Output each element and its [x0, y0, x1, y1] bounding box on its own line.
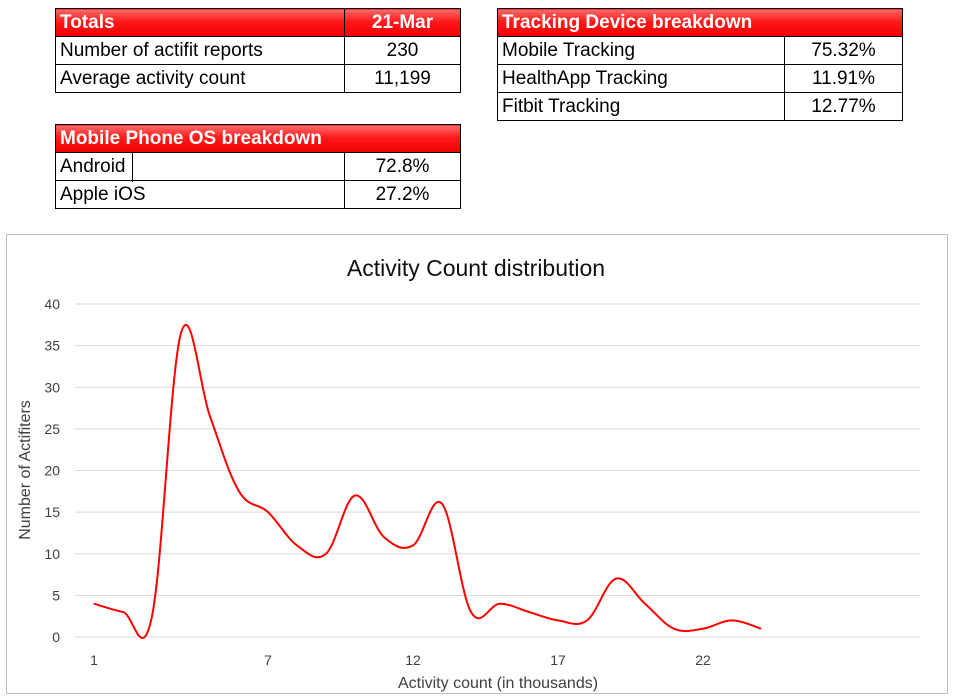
data-point: [528, 611, 530, 613]
table-row: Apple iOS 27.2%: [55, 180, 461, 209]
y-tick-label: 30: [44, 379, 60, 395]
table-row: Fitbit Tracking 12.77%: [497, 92, 903, 121]
data-point: [209, 415, 211, 417]
os-value: 27.2%: [344, 180, 461, 209]
totals-header: Totals: [55, 8, 345, 37]
tracking-table: Tracking Device breakdown Mobile Trackin…: [497, 8, 903, 121]
tracking-label: Fitbit Tracking: [497, 92, 785, 121]
table-row: Android 72.8%: [55, 152, 461, 181]
data-point: [412, 544, 414, 547]
y-tick-label: 25: [44, 421, 60, 437]
chart-frame: [6, 234, 948, 694]
y-tick-label: 35: [44, 338, 60, 354]
data-point: [731, 619, 733, 621]
totals-label: Average activity count: [55, 64, 345, 93]
data-point: [499, 603, 501, 605]
y-tick-label: 15: [44, 504, 60, 520]
y-axis-label: Number of Actifiters: [17, 400, 34, 540]
data-point: [470, 611, 472, 613]
y-tick-label: 0: [52, 629, 60, 645]
tracking-value: 75.32%: [784, 36, 903, 65]
y-tick-label: 10: [44, 546, 60, 562]
data-point: [267, 511, 269, 513]
table-row: HealthApp Tracking 11.91%: [497, 64, 903, 93]
x-tick-label: 12: [405, 652, 421, 668]
table-row: Mobile Tracking 75.32%: [497, 36, 903, 65]
data-point: [151, 615, 153, 617]
tracking-value: 12.77%: [784, 92, 903, 121]
os-header: Mobile Phone OS breakdown: [55, 124, 461, 153]
y-tick-label: 40: [44, 296, 60, 312]
tracking-label: HealthApp Tracking: [497, 64, 785, 93]
data-point: [122, 611, 124, 613]
os-label: Android: [55, 152, 345, 181]
os-label: Apple iOS: [55, 180, 345, 209]
data-point: [296, 544, 298, 547]
data-point: [354, 494, 356, 497]
x-tick-label: 17: [550, 652, 566, 668]
tracking-header: Tracking Device breakdown: [497, 8, 903, 37]
data-point: [644, 603, 646, 605]
x-tick-label: 1: [90, 652, 98, 668]
data-point: [93, 603, 95, 605]
os-table: Mobile Phone OS breakdown Android 72.8% …: [55, 124, 461, 209]
x-axis-label: Activity count (in thousands): [398, 675, 598, 692]
x-tick-label: 22: [695, 652, 711, 668]
data-point: [441, 503, 443, 505]
data-point: [702, 628, 704, 630]
tracking-value: 11.91%: [784, 64, 903, 93]
cell-divider: [132, 153, 133, 182]
totals-value: 11,199: [344, 64, 461, 93]
data-point: [760, 628, 762, 630]
totals-label: Number of actifit reports: [55, 36, 345, 65]
totals-value: 230: [344, 36, 461, 65]
chart-title: Activity Count distribution: [347, 255, 605, 281]
totals-table: Totals 21-Mar Number of actifit reports …: [55, 8, 461, 93]
data-point: [586, 619, 588, 621]
data-point: [383, 536, 385, 538]
x-tick-label: 7: [264, 652, 272, 668]
tracking-label: Mobile Tracking: [497, 36, 785, 65]
series-line: [93, 323, 762, 639]
totals-date: 21-Mar: [344, 8, 461, 37]
data-point: [557, 619, 559, 621]
y-tick-label: 5: [52, 587, 60, 603]
data-point: [615, 578, 617, 580]
data-point: [325, 553, 327, 555]
table-row: Average activity count 11,199: [55, 64, 461, 93]
table-row: Number of actifit reports 230: [55, 36, 461, 65]
data-point: [238, 490, 240, 492]
data-point: [180, 332, 182, 334]
y-tick-label: 20: [44, 463, 60, 479]
data-point: [673, 628, 675, 630]
